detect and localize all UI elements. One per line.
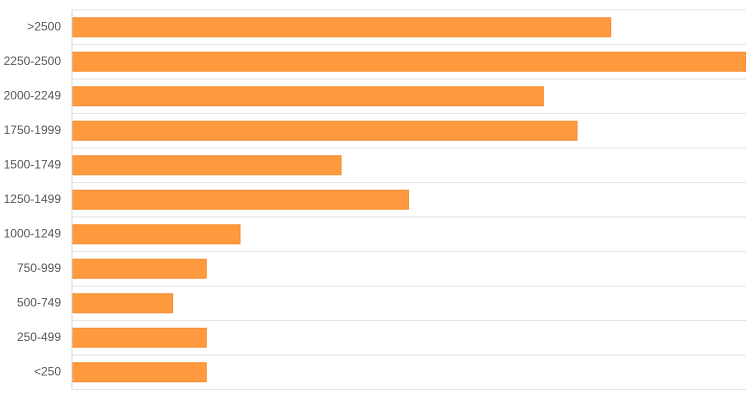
bar-6 <box>72 224 241 245</box>
category-labels: >2500 2250-2500 2000-2249 1750-1999 1500-174… <box>4 19 62 378</box>
category-label-4: 1500-1749 <box>4 157 62 171</box>
category-label-7: 750-999 <box>17 261 61 275</box>
bar-1 <box>72 51 746 72</box>
bar-8 <box>72 293 174 314</box>
bar-3 <box>72 120 578 141</box>
category-label-5: 1250-1499 <box>4 192 62 206</box>
category-label-9: 250-499 <box>17 330 61 344</box>
category-label-8: 500-749 <box>17 295 61 309</box>
bar-9 <box>72 327 207 348</box>
category-label-3: 1750-1999 <box>4 123 62 137</box>
category-label-0: >2500 <box>27 19 61 33</box>
bar-10 <box>72 362 207 383</box>
bar-0 <box>72 17 612 38</box>
bar-2 <box>72 86 544 107</box>
bars <box>72 17 746 383</box>
gridlines <box>72 9 746 390</box>
category-label-10: <250 <box>34 364 61 378</box>
bar-7 <box>72 258 207 279</box>
category-label-1: 2250-2500 <box>4 54 62 68</box>
category-label-2: 2000-2249 <box>4 88 62 102</box>
category-label-6: 1000-1249 <box>4 226 62 240</box>
bar-4 <box>72 155 342 176</box>
bar-5 <box>72 189 409 210</box>
